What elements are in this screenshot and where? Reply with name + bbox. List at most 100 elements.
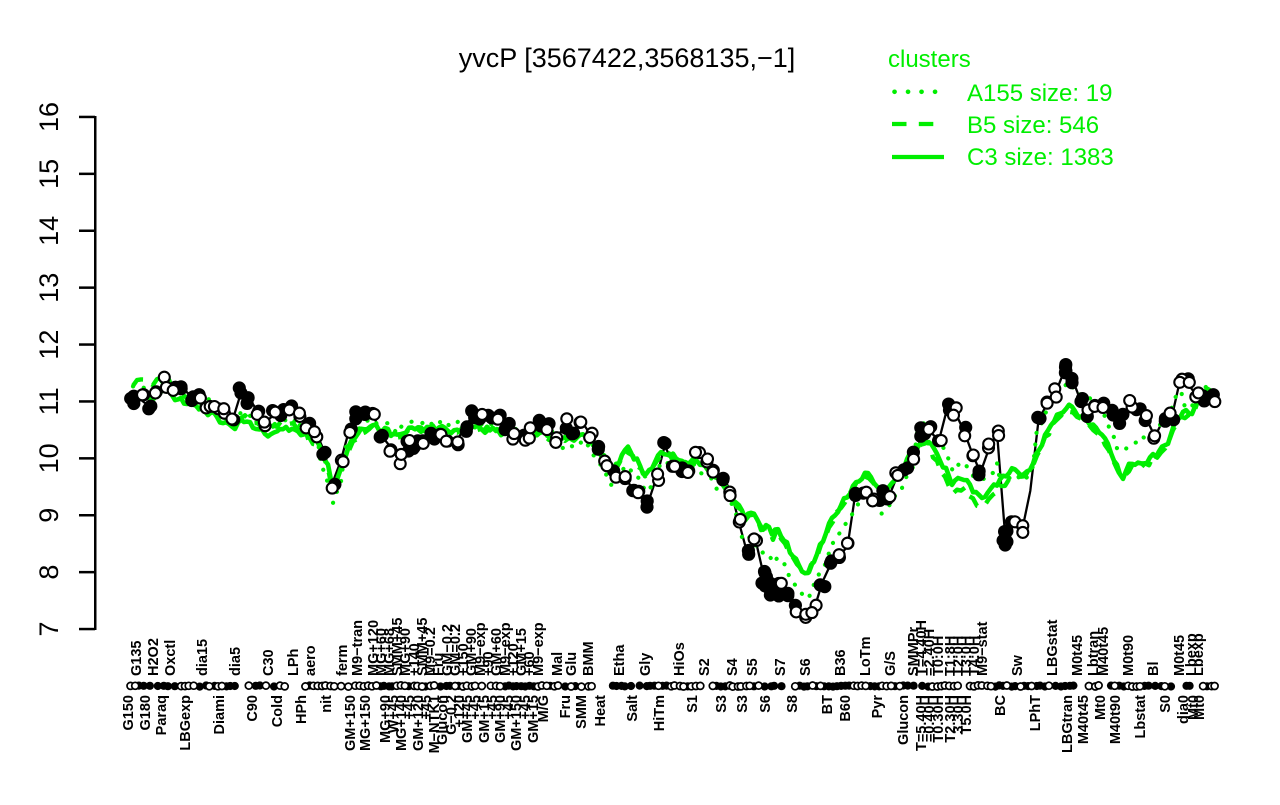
svg-text:GM=0.2: GM=0.2: [448, 624, 464, 676]
svg-text:G−0.2: G−0.2: [444, 695, 460, 735]
svg-text:Glu: Glu: [564, 652, 580, 676]
svg-text:G/S: G/S: [883, 651, 899, 676]
svg-text:S6: S6: [798, 658, 814, 676]
svg-text:Lbexp: Lbexp: [1184, 633, 1200, 676]
svg-text:T5.0H: T5.0H: [959, 695, 975, 735]
svg-text:Paraq: Paraq: [154, 695, 170, 735]
svg-text:M0t90: M0t90: [1121, 635, 1137, 676]
svg-text:Mt0: Mt0: [1093, 695, 1109, 720]
svg-text:MG+90: MG+90: [378, 695, 394, 743]
svg-text:M40t90: M40t90: [1108, 695, 1124, 744]
svg-text:M9−stat: M9−stat: [975, 621, 991, 676]
svg-text:C30: C30: [261, 649, 277, 676]
svg-text:T=5.40H: T=5.40H: [914, 695, 930, 751]
svg-text:G180: G180: [138, 695, 154, 730]
svg-text:T2.30H: T2.30H: [943, 695, 959, 743]
svg-text:LPh: LPh: [286, 649, 302, 676]
svg-text:Heat: Heat: [593, 695, 609, 727]
svg-text:GM+150: GM+150: [509, 695, 525, 751]
svg-text:Mt0: Mt0: [1186, 695, 1202, 720]
svg-text:+45: +45: [468, 695, 484, 720]
svg-text:8: 8: [34, 565, 64, 580]
svg-text:7: 7: [34, 621, 64, 636]
svg-text:+45: +45: [402, 695, 418, 720]
svg-text:MG+140: MG+140: [394, 695, 410, 751]
svg-text:Fru: Fru: [558, 695, 574, 718]
svg-text:+120: +120: [506, 643, 522, 676]
svg-text:GM+60: GM+60: [489, 628, 505, 676]
svg-text:Lbexp: Lbexp: [1191, 633, 1207, 676]
svg-text:W+45: W+45: [386, 695, 402, 733]
svg-text:MG+68: MG+68: [382, 628, 398, 676]
svg-text:yvcP [3567422,3568135,−1]: yvcP [3567422,3568135,−1]: [459, 43, 796, 73]
svg-text:LBGexp: LBGexp: [178, 695, 194, 751]
svg-text:HiTm: HiTm: [652, 695, 668, 731]
svg-text:S8: S8: [785, 695, 801, 713]
svg-text:=2.40H: =2.40H: [922, 629, 938, 676]
svg-text:SMM+45: SMM+45: [390, 618, 406, 676]
svg-text:S4: S4: [725, 658, 741, 676]
svg-text:T2:0H: T2:0H: [951, 636, 967, 676]
svg-text:+45: +45: [501, 695, 517, 720]
svg-text:B60: B60: [838, 695, 854, 722]
svg-text:H2O2: H2O2: [146, 638, 162, 676]
svg-text:T0.30H: T0.30H: [931, 695, 947, 743]
svg-text:clusters: clusters: [888, 46, 971, 73]
svg-text:nit: nit: [319, 695, 335, 713]
svg-text:Bl: Bl: [1146, 662, 1162, 677]
svg-text:Lbstat: Lbstat: [1133, 695, 1149, 739]
svg-text:GM+15: GM+15: [526, 695, 542, 743]
svg-text:GM+150: GM+150: [343, 695, 359, 751]
svg-text:dia0: dia0: [1176, 695, 1192, 724]
svg-text:16: 16: [34, 102, 64, 132]
svg-text:G150: G150: [121, 695, 137, 730]
svg-text:GM+45: GM+45: [460, 695, 476, 743]
svg-text:S3: S3: [735, 695, 751, 713]
svg-text:T1:8H: T1:8H: [943, 636, 959, 676]
svg-text:Mal: Mal: [550, 652, 566, 676]
svg-text:GM+90: GM+90: [464, 628, 480, 676]
svg-text:aero: aero: [303, 645, 319, 676]
svg-text:+120: +120: [452, 695, 468, 728]
svg-text:M9−exp: M9−exp: [531, 622, 547, 676]
svg-text:+150: +150: [456, 643, 472, 676]
svg-text:MG+150: MG+150: [358, 695, 374, 751]
svg-text:SMM: SMM: [574, 695, 590, 729]
svg-text:+60: +60: [522, 651, 538, 676]
svg-text:S6: S6: [758, 695, 774, 713]
svg-text:SMM+45: SMM+45: [415, 618, 431, 676]
svg-text:14: 14: [34, 216, 64, 246]
svg-text:T4:0H: T4:0H: [967, 636, 983, 676]
svg-text:9: 9: [34, 508, 64, 523]
svg-text:GM+120: GM+120: [411, 695, 427, 751]
svg-text:GM+90: GM+90: [493, 695, 509, 743]
svg-text:M0t45: M0t45: [1070, 635, 1086, 676]
svg-text:T=4.40H: T=4.40H: [914, 620, 930, 676]
svg-text:S1: S1: [685, 695, 701, 713]
svg-text:LPhT: LPhT: [1028, 695, 1044, 731]
svg-text:Glucon: Glucon: [896, 695, 912, 745]
svg-text:BC: BC: [993, 694, 1009, 715]
svg-text:S2: S2: [697, 658, 713, 676]
svg-text:M40t45: M40t45: [1096, 627, 1112, 676]
svg-text:M9=0.2: M9=0.2: [423, 627, 439, 676]
svg-text:Diami: Diami: [212, 695, 228, 735]
svg-text:3.30H: 3.30H: [951, 695, 967, 734]
svg-text:Cold: Cold: [270, 695, 286, 727]
svg-text:Gly: Gly: [638, 653, 654, 676]
svg-text:+45: +45: [419, 695, 435, 720]
svg-text:Sw: Sw: [1010, 654, 1026, 676]
svg-text:+45: +45: [485, 695, 501, 720]
svg-text:M9−exp: M9−exp: [473, 622, 489, 676]
svg-text:M40t45: M40t45: [1076, 695, 1092, 744]
svg-text:S5: S5: [745, 658, 761, 676]
svg-text:Oxctl: Oxctl: [163, 640, 179, 676]
svg-text:GM+15: GM+15: [514, 628, 530, 676]
svg-text:Etha: Etha: [612, 644, 628, 676]
svg-text:BT: BT: [820, 695, 836, 714]
svg-text:13: 13: [34, 273, 64, 303]
svg-text:ferm: ferm: [335, 645, 351, 676]
svg-text:SMMPr: SMMPr: [906, 627, 922, 677]
svg-text:Salt: Salt: [625, 695, 641, 722]
svg-text:T0:0H: T0:0H: [931, 636, 947, 676]
